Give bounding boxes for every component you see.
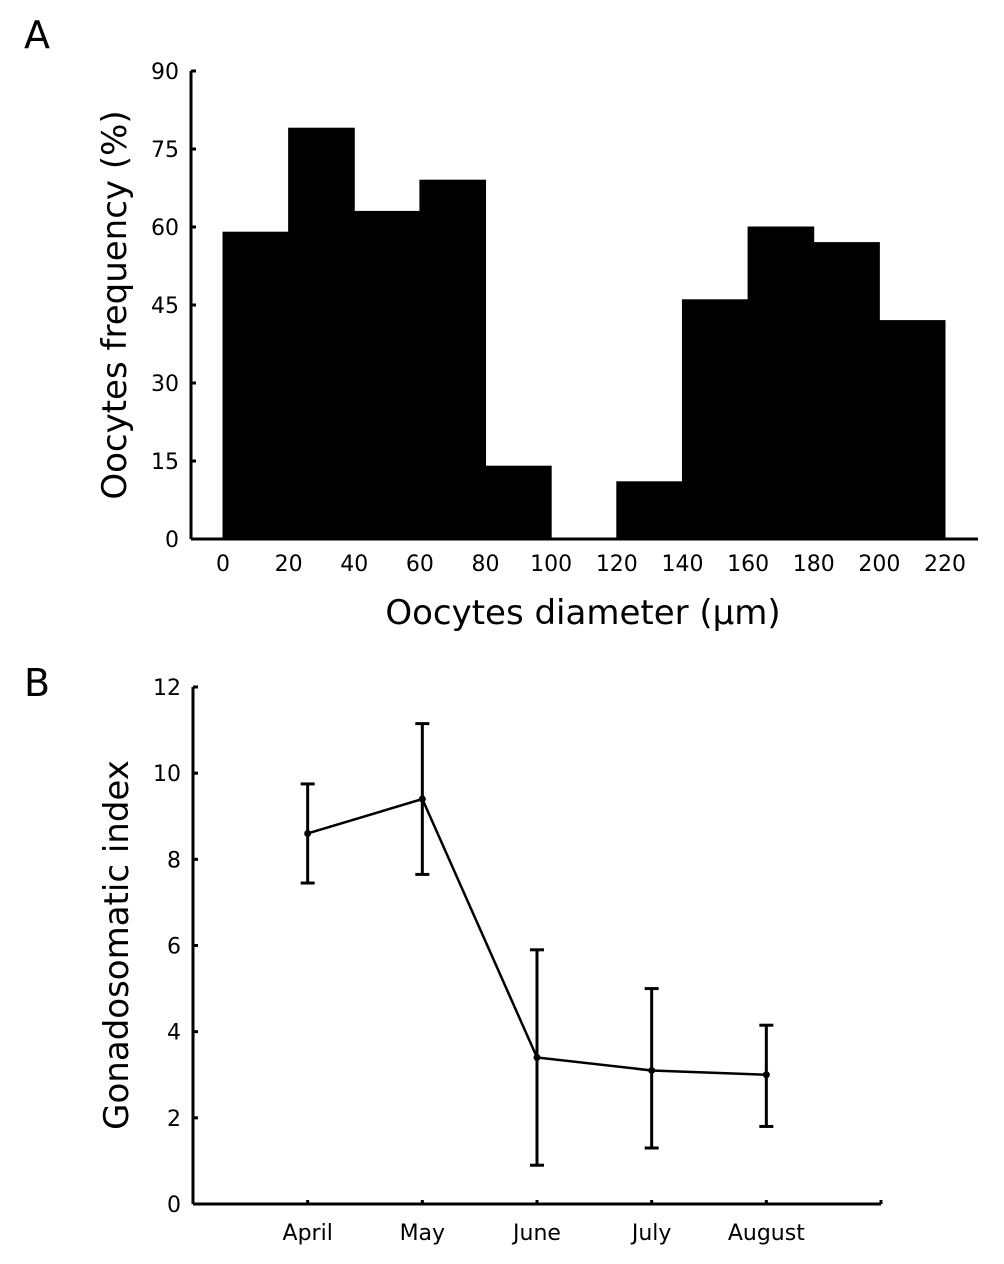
x-tick-label: 0 — [216, 552, 230, 577]
y-axis-title: Gonadosomatic index — [97, 760, 137, 1130]
y-tick-label: 4 — [167, 1021, 181, 1046]
y-tick-label: 10 — [153, 762, 181, 787]
x-axis-title: Oocytes diameter (µm) — [385, 593, 780, 633]
y-tick-label: 12 — [153, 676, 181, 701]
bar — [878, 320, 946, 540]
x-tick-label: 40 — [340, 552, 368, 577]
x-tick-label: 120 — [596, 552, 638, 577]
data-point — [304, 829, 312, 837]
x-tick-label: 200 — [858, 552, 900, 577]
bar — [353, 210, 421, 540]
x-tick-label: 60 — [406, 552, 434, 577]
x-tick-label: July — [630, 1221, 672, 1246]
bar — [813, 242, 880, 540]
y-tick-label: 90 — [151, 60, 179, 85]
x-tick-label: May — [400, 1221, 445, 1246]
x-ticks: April May June July August — [283, 1200, 883, 1246]
y-tick-label: 8 — [167, 848, 181, 873]
bar — [222, 231, 290, 540]
bar — [616, 481, 683, 540]
x-tick-label: 100 — [530, 552, 572, 577]
y-tick-label: 15 — [151, 450, 179, 475]
data-point — [533, 1054, 541, 1062]
bar — [288, 127, 355, 540]
series — [304, 795, 770, 1079]
x-tick-label: 180 — [793, 552, 835, 577]
x-tick-label: August — [728, 1221, 805, 1246]
data-point — [418, 795, 426, 803]
y-tick-label: 0 — [167, 1193, 181, 1218]
y-tick-label: 75 — [151, 138, 179, 163]
panel-a: A 0 15 30 45 60 75 90 0 20 40 60 80 100 120 140 160 180… — [24, 13, 978, 633]
bars — [222, 127, 946, 540]
x-tick-label: 160 — [727, 552, 769, 577]
bar — [747, 226, 815, 540]
x-tick-label: 80 — [472, 552, 500, 577]
bar — [681, 299, 749, 540]
y-tick-label: 60 — [151, 216, 179, 241]
y-tick-label: 45 — [151, 294, 179, 319]
x-tick-label: June — [511, 1221, 561, 1246]
x-tick-label: 20 — [275, 552, 303, 577]
bar — [485, 465, 552, 540]
x-tick-label: 220 — [924, 552, 966, 577]
y-ticks: 0 15 30 45 60 75 90 — [151, 60, 196, 553]
data-point — [762, 1071, 770, 1079]
error-bars — [300, 722, 774, 1167]
y-tick-label: 30 — [151, 372, 179, 397]
panel-b-label: B — [24, 661, 50, 705]
data-point — [648, 1066, 656, 1074]
y-tick-label: 2 — [167, 1107, 181, 1132]
y-ticks: 0 2 4 6 8 10 12 — [153, 676, 198, 1218]
y-tick-label: 6 — [167, 935, 181, 960]
x-ticks: 0 20 40 60 80 100 120 140 160 180 200 220 — [216, 552, 966, 577]
panel-a-label: A — [24, 13, 50, 57]
y-tick-label: 0 — [165, 528, 179, 553]
x-tick-label: 140 — [661, 552, 703, 577]
y-axis-title: Oocytes frequency (%) — [95, 110, 135, 499]
x-tick-label: April — [283, 1221, 333, 1246]
bar — [419, 179, 487, 540]
panel-b: B 0 2 4 6 8 10 12 April May June July August Gonad… — [24, 661, 883, 1246]
